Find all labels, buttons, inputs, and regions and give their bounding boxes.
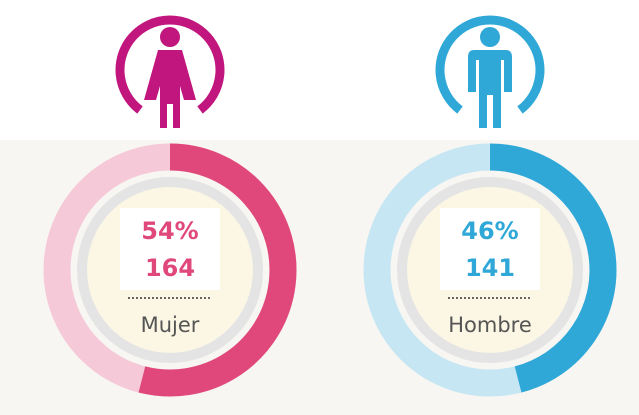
female-icon xyxy=(115,15,225,128)
count-label: 141 xyxy=(465,254,515,282)
value-box xyxy=(120,208,220,290)
category-label: Mujer xyxy=(141,313,200,337)
count-label: 164 xyxy=(145,254,195,282)
percent-label: 46% xyxy=(461,217,518,245)
percent-label: 54% xyxy=(141,217,198,245)
male-icon xyxy=(435,15,545,128)
donut-arc xyxy=(489,143,617,393)
value-box xyxy=(440,208,540,290)
category-label: Hombre xyxy=(448,313,532,337)
donut-arc xyxy=(138,143,297,397)
